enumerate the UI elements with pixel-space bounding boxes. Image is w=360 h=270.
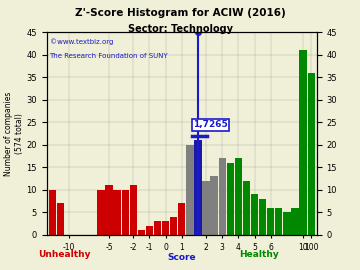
Bar <box>138 230 145 235</box>
Bar <box>194 140 202 235</box>
Bar <box>227 163 234 235</box>
Bar <box>275 208 283 235</box>
Text: Sector: Technology: Sector: Technology <box>127 24 233 34</box>
Text: ©www.textbiz.org: ©www.textbiz.org <box>50 39 113 45</box>
Bar <box>283 212 291 235</box>
Bar <box>202 181 210 235</box>
Bar <box>307 73 315 235</box>
Bar <box>243 181 250 235</box>
Bar <box>146 226 153 235</box>
Text: Z'-Score Histogram for ACIW (2016): Z'-Score Histogram for ACIW (2016) <box>75 8 285 18</box>
X-axis label: Score: Score <box>167 253 196 262</box>
Bar <box>162 221 169 235</box>
Bar <box>49 190 56 235</box>
Bar <box>57 203 64 235</box>
Bar <box>130 185 137 235</box>
Bar <box>97 190 105 235</box>
Y-axis label: Number of companies
(574 total): Number of companies (574 total) <box>4 92 24 176</box>
Bar <box>113 190 121 235</box>
Text: The Research Foundation of SUNY: The Research Foundation of SUNY <box>50 53 168 59</box>
Text: Unhealthy: Unhealthy <box>39 250 91 259</box>
Bar <box>259 199 266 235</box>
Bar <box>105 185 113 235</box>
Bar <box>235 158 242 235</box>
Bar <box>251 194 258 235</box>
Bar <box>267 208 274 235</box>
Bar <box>186 145 194 235</box>
Text: Healthy: Healthy <box>239 250 279 259</box>
Bar <box>211 176 218 235</box>
Bar <box>122 190 129 235</box>
Text: 1,7265: 1,7265 <box>193 120 228 129</box>
Bar <box>170 217 177 235</box>
Bar <box>291 208 298 235</box>
Bar <box>154 221 161 235</box>
Bar <box>178 203 185 235</box>
Bar <box>219 158 226 235</box>
Bar <box>300 50 307 235</box>
